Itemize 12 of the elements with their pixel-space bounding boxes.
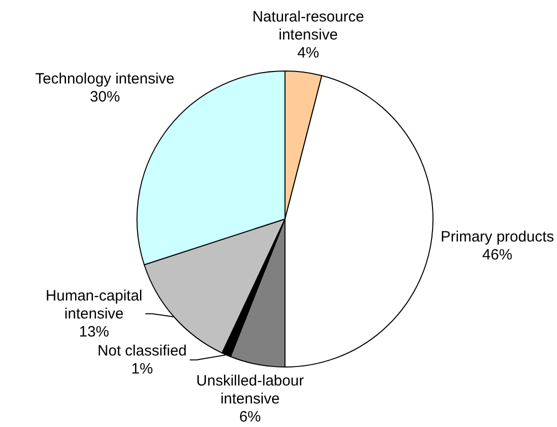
slice-label: Primary products <box>440 228 554 246</box>
data-label: 6% <box>239 408 261 426</box>
data-label: 4% <box>297 44 320 62</box>
data-label: 30% <box>90 88 120 106</box>
slice-label: Not classified <box>98 342 187 360</box>
slice-label: Human-capital intensive <box>46 287 142 322</box>
data-label: 46% <box>482 246 512 264</box>
slice-label: Unskilled-labour intensive <box>196 372 304 408</box>
data-label: 1% <box>131 360 153 378</box>
slice-label: Natural-resource intensive <box>252 8 364 44</box>
slice-label: Technology intensive <box>35 70 175 88</box>
data-label: 13% <box>79 323 110 340</box>
